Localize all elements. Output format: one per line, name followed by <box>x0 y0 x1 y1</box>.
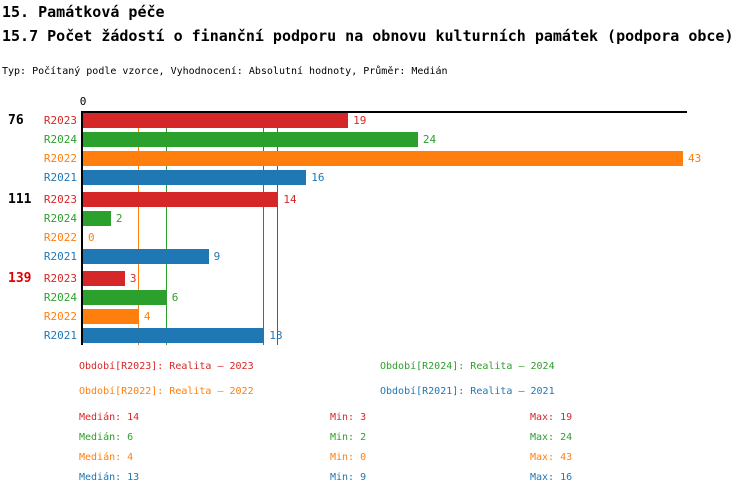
bar-value-label: 13 <box>269 329 283 342</box>
stats-table: Medián: 14 Min: 3 Max: 19 Medián: 6 Min: 2 Ma… <box>79 410 572 490</box>
group-value-label: 139 <box>8 271 32 286</box>
legend-item-r2022: Období[R2022]: Realita – 2022 <box>79 386 254 397</box>
stat-min: Min: 9 <box>330 472 367 483</box>
stat-min: Min: 3 <box>330 412 367 423</box>
bar-value-label: 0 <box>88 231 95 244</box>
bar-value-label: 4 <box>143 310 151 323</box>
series-row-label: R2023 <box>43 114 77 127</box>
group-value-label: 76 <box>8 113 24 128</box>
y-axis-line <box>81 111 83 345</box>
bar-r2021 <box>83 170 307 185</box>
page-title: 15. Památková péče <box>2 3 165 21</box>
chart-meta-info: Typ: Počítaný podle vzorce, Vyhodnocení:… <box>2 66 448 77</box>
stats-row-r2021: Medián: 13 Min: 9 Max: 16 <box>79 470 572 490</box>
bar-r2023 <box>83 113 349 128</box>
legend-item-r2021: Období[R2021]: Realita – 2021 <box>380 386 555 397</box>
bar-value-label: 24 <box>422 133 437 146</box>
median-gridline-r2023 <box>277 113 279 345</box>
series-row-label: R2023 <box>43 272 77 285</box>
stats-row-r2023: Medián: 14 Min: 3 Max: 19 <box>79 410 572 430</box>
median-gridline-r2021 <box>263 113 265 345</box>
series-row-label: R2021 <box>43 329 77 342</box>
bar-value-label: 14 <box>283 193 297 206</box>
median-gridline-r2022 <box>137 113 139 345</box>
series-row-label: R2022 <box>43 152 77 165</box>
bar-value-label: 6 <box>171 291 179 304</box>
bar-r2023 <box>83 271 125 286</box>
stats-row-r2022: Medián: 4 Min: 0 Max: 43 <box>79 450 572 470</box>
series-row-label: R2022 <box>43 231 77 244</box>
series-row-label: R2021 <box>43 250 77 263</box>
bar-r2023 <box>83 192 279 207</box>
stat-median: Medián: 14 <box>79 412 140 423</box>
legend-item-r2023: Období[R2023]: Realita – 2023 <box>79 361 254 372</box>
bar-value-label: 19 <box>353 114 367 127</box>
bar-r2021 <box>83 328 265 343</box>
stat-max: Max: 24 <box>530 432 573 443</box>
chart-legend: Období[R2023]: Realita – 2023 Období[R202… <box>79 358 555 408</box>
axis-origin-label: 0 <box>79 95 87 108</box>
bar-value-label: 9 <box>213 250 221 263</box>
series-row-label: R2021 <box>43 171 77 184</box>
stat-max: Max: 43 <box>530 452 573 463</box>
stat-max: Max: 19 <box>530 412 573 423</box>
median-gridline-r2024 <box>165 113 167 345</box>
stats-row-r2024: Medián: 6 Min: 2 Max: 24 <box>79 430 572 450</box>
bar-r2022 <box>83 309 139 324</box>
stat-min: Min: 0 <box>330 452 367 463</box>
series-row-label: R2022 <box>43 310 77 323</box>
series-row-label: R2024 <box>43 133 77 146</box>
bar-value-label: 3 <box>129 272 137 285</box>
axis-top-line <box>82 111 687 113</box>
bar-value-label: 16 <box>311 171 325 184</box>
series-row-label: R2024 <box>43 291 77 304</box>
series-row-label: R2024 <box>43 212 77 225</box>
stat-median: Medián: 6 <box>79 432 134 443</box>
chart-title: 15.7 Počet žádostí o finanční podporu na… <box>2 27 734 45</box>
stat-min: Min: 2 <box>330 432 367 443</box>
bar-value-label: 2 <box>115 212 123 225</box>
stat-median: Medián: 13 <box>79 472 140 483</box>
bar-r2024 <box>83 132 418 147</box>
stat-median: Medián: 4 <box>79 452 134 463</box>
bar-r2024 <box>83 290 167 305</box>
bar-value-label: 43 <box>688 152 702 165</box>
stat-max: Max: 16 <box>530 472 573 483</box>
bar-r2022 <box>83 151 683 166</box>
bar-r2024 <box>83 211 111 226</box>
group-value-label: 111 <box>8 192 32 207</box>
legend-item-r2024: Období[R2024]: Realita – 2024 <box>380 361 555 372</box>
series-row-label: R2023 <box>43 193 77 206</box>
bar-r2021 <box>83 249 209 264</box>
